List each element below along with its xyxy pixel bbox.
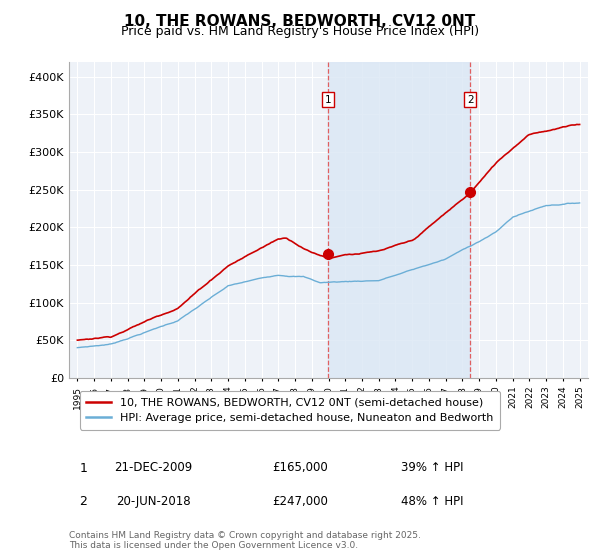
Text: 2: 2: [467, 95, 473, 105]
Text: 2: 2: [79, 495, 88, 508]
Text: 48% ↑ HPI: 48% ↑ HPI: [401, 494, 463, 508]
Text: £165,000: £165,000: [272, 461, 328, 474]
Text: £247,000: £247,000: [272, 494, 328, 508]
Text: 10, THE ROWANS, BEDWORTH, CV12 0NT: 10, THE ROWANS, BEDWORTH, CV12 0NT: [124, 14, 476, 29]
Text: Price paid vs. HM Land Registry's House Price Index (HPI): Price paid vs. HM Land Registry's House …: [121, 25, 479, 38]
Text: 39% ↑ HPI: 39% ↑ HPI: [401, 461, 463, 474]
Text: 20-JUN-2018: 20-JUN-2018: [116, 494, 190, 508]
Text: 1: 1: [79, 461, 88, 475]
Text: 1: 1: [325, 95, 331, 105]
Text: 21-DEC-2009: 21-DEC-2009: [114, 461, 192, 474]
Legend: 10, THE ROWANS, BEDWORTH, CV12 0NT (semi-detached house), HPI: Average price, se: 10, THE ROWANS, BEDWORTH, CV12 0NT (semi…: [80, 391, 500, 430]
Text: Contains HM Land Registry data © Crown copyright and database right 2025.
This d: Contains HM Land Registry data © Crown c…: [69, 531, 421, 550]
Bar: [328, 62, 470, 378]
